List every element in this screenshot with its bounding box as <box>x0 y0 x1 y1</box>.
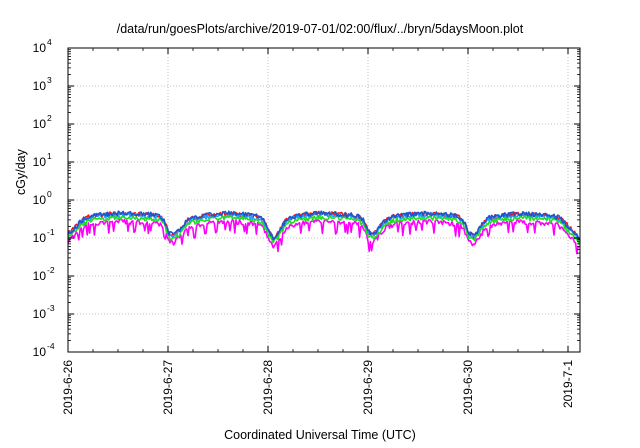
x-tick-label: 2019-6-30 <box>461 360 475 415</box>
y-tick-label: 10 <box>33 345 47 359</box>
y-tick-exponent: 1 <box>47 151 52 161</box>
series-lines <box>67 210 580 255</box>
y-tick-label: 10 <box>33 79 47 93</box>
series-line <box>67 218 580 255</box>
series-line <box>67 210 580 241</box>
y-tick-label: 10 <box>33 269 47 283</box>
y-tick-label: 10 <box>33 307 47 321</box>
y-tick-label: 10 <box>33 155 47 169</box>
grid-lines <box>68 48 580 352</box>
y-tick-exponent: -2 <box>47 265 55 275</box>
y-tick-exponent: 2 <box>47 113 52 123</box>
y-tick-label: 10 <box>33 41 47 55</box>
x-tick-label: 2019-6-28 <box>261 360 275 415</box>
x-axis-label: Coordinated Universal Time (UTC) <box>224 428 416 442</box>
y-tick-exponent: 4 <box>47 37 52 47</box>
y-tick-label: 10 <box>33 231 47 245</box>
y-tick-label: 10 <box>33 193 47 207</box>
chart-title: /data/run/goesPlots/archive/2019-07-01/0… <box>116 22 524 36</box>
y-tick-exponent: -4 <box>47 341 55 351</box>
y-tick-exponent: -1 <box>47 227 55 237</box>
x-tick-label: 2019-6-26 <box>61 360 75 415</box>
x-axis-ticks: 2019-6-26 2019-6-27 2019-6-28 2019-6-29 2019… <box>61 48 575 415</box>
y-tick-exponent: -3 <box>47 303 55 313</box>
x-tick-label: 2019-6-29 <box>361 360 375 415</box>
y-tick-exponent: 3 <box>47 75 52 85</box>
y-tick-exponent: 0 <box>47 189 52 199</box>
x-tick-label: 2019-7-1 <box>561 360 575 408</box>
series-line <box>67 214 580 245</box>
y-tick-label: 10 <box>33 117 47 131</box>
x-tick-label: 2019-6-27 <box>161 360 175 415</box>
